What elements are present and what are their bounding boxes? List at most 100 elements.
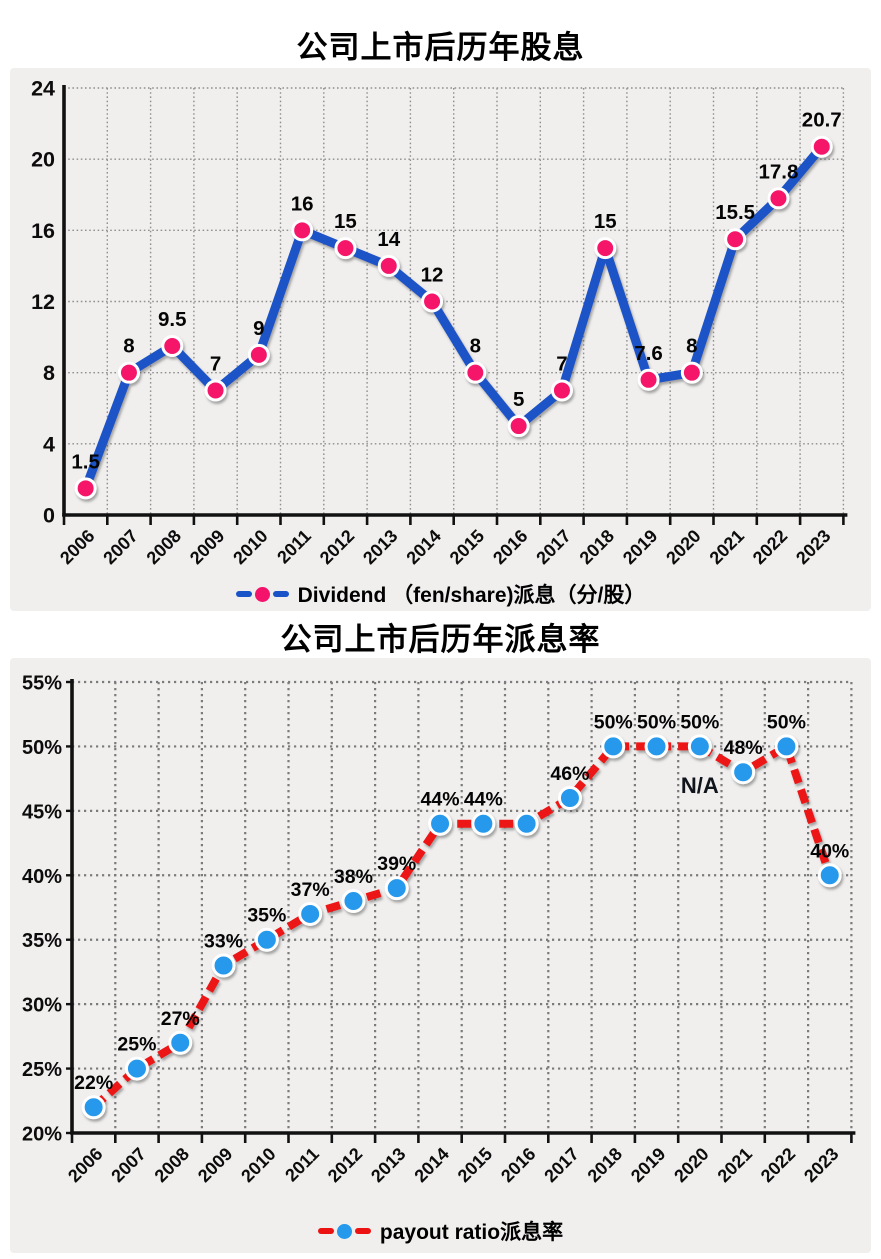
y-axis-label: 20% bbox=[22, 1124, 62, 1146]
x-axis-label: 2014 bbox=[402, 526, 444, 568]
data-point-label: 50% bbox=[637, 711, 676, 733]
data-point-marker bbox=[291, 219, 314, 242]
x-axis-label: 2019 bbox=[627, 1144, 669, 1186]
dividend-chart-title: 公司上市后历年股息 bbox=[296, 30, 585, 65]
x-axis-label: 2016 bbox=[489, 526, 531, 568]
payout-ratio-legend-marker-icon bbox=[317, 1223, 371, 1239]
y-axis-label: 35% bbox=[22, 930, 62, 952]
data-point-label: 22% bbox=[74, 1072, 113, 1094]
data-point-label: 40% bbox=[810, 840, 849, 862]
x-axis-label: 2023 bbox=[800, 1144, 842, 1186]
data-point-label: 8 bbox=[470, 335, 481, 358]
x-axis-label: 2017 bbox=[540, 1144, 582, 1186]
legend-dot-icon bbox=[254, 586, 270, 602]
x-axis-label: 2020 bbox=[670, 1144, 712, 1186]
x-axis-label: 2021 bbox=[706, 526, 748, 568]
y-axis-label: 0 bbox=[43, 504, 55, 528]
data-point-label: 37% bbox=[291, 879, 330, 901]
data-point-label: 33% bbox=[204, 930, 243, 952]
data-point-marker bbox=[514, 811, 539, 836]
data-point-label: 8 bbox=[123, 335, 134, 358]
data-point-label: 44% bbox=[464, 789, 503, 811]
data-series bbox=[74, 135, 833, 500]
x-axis-label: 2015 bbox=[446, 526, 488, 568]
data-point-marker bbox=[168, 1030, 193, 1055]
y-axis-label: 20 bbox=[31, 148, 55, 172]
data-series bbox=[81, 734, 842, 1120]
payout-ratio-chart-title: 公司上市后历年派息率 bbox=[280, 622, 601, 657]
data-point-marker bbox=[298, 901, 323, 926]
x-axis-label: 2013 bbox=[359, 526, 401, 568]
data-point-marker bbox=[507, 415, 530, 438]
data-point-marker bbox=[810, 135, 833, 158]
legend-dash-icon bbox=[354, 1228, 371, 1234]
data-point-label: 7 bbox=[210, 352, 221, 375]
data-point-marker bbox=[161, 334, 184, 357]
dividend-legend-label: Dividend （fen/share)派息（分/股） bbox=[297, 584, 646, 607]
data-point-label: 8 bbox=[686, 335, 697, 358]
x-axis-label: 2014 bbox=[410, 1144, 452, 1186]
x-axis-label: 2020 bbox=[662, 526, 704, 568]
legend-dash-icon bbox=[317, 1228, 334, 1234]
x-axis-label: 2022 bbox=[757, 1144, 799, 1186]
x-axis-label: 2008 bbox=[143, 526, 185, 568]
data-point-label: 9 bbox=[253, 317, 264, 340]
x-axis-label: 2007 bbox=[107, 1144, 149, 1186]
x-axis-label: 2007 bbox=[99, 526, 141, 568]
y-axis-label: 4 bbox=[43, 432, 55, 456]
y-axis-label: 40% bbox=[22, 866, 62, 888]
y-axis-label: 12 bbox=[31, 290, 55, 314]
data-point-label: 9.5 bbox=[158, 308, 187, 331]
data-point-marker bbox=[550, 379, 573, 402]
data-point-label: 35% bbox=[247, 905, 286, 927]
data-point-label: 16 bbox=[291, 192, 314, 215]
data-point-marker bbox=[377, 254, 400, 277]
data-point-marker bbox=[204, 379, 227, 402]
legend-dot-icon bbox=[336, 1223, 352, 1239]
legend-dash-icon bbox=[235, 591, 252, 597]
data-point-marker bbox=[687, 734, 712, 759]
x-axis-label: 2017 bbox=[532, 526, 574, 568]
data-point-marker bbox=[254, 927, 279, 952]
x-axis-label: 2009 bbox=[194, 1144, 236, 1186]
y-axis-label: 50% bbox=[22, 737, 62, 759]
data-point-marker bbox=[724, 228, 747, 251]
y-axis-label: 45% bbox=[22, 801, 62, 823]
payout-ratio-line-chart: 20% 25% 30% 35% 40% 45% 50% 55% 2006 2007 2008 2009… bbox=[22, 673, 856, 1186]
data-point-marker bbox=[680, 361, 703, 384]
data-point-label: 7 bbox=[556, 352, 567, 375]
series-line bbox=[90, 742, 834, 1111]
y-axis-label: 25% bbox=[22, 1059, 62, 1081]
data-point-label: 50% bbox=[767, 711, 806, 733]
y-axis-label: 30% bbox=[22, 995, 62, 1017]
x-axis-label: 2023 bbox=[792, 526, 834, 568]
data-point-marker bbox=[817, 863, 842, 888]
y-axis-label: 8 bbox=[43, 361, 55, 385]
y-axis-label: 55% bbox=[22, 673, 62, 695]
data-point-label: 27% bbox=[161, 1008, 200, 1030]
data-point-marker bbox=[421, 290, 444, 313]
data-point-marker bbox=[81, 1095, 106, 1120]
data-point-label: 7.6 bbox=[634, 342, 663, 365]
y-axis-label: 16 bbox=[31, 219, 55, 243]
x-axis-label: 2021 bbox=[714, 1144, 756, 1186]
data-point-marker bbox=[124, 1056, 149, 1081]
x-axis-label: 2011 bbox=[273, 526, 315, 568]
data-point-marker bbox=[774, 734, 799, 759]
x-axis-label: 2012 bbox=[324, 1144, 366, 1186]
data-point-marker bbox=[637, 368, 660, 391]
data-point-marker bbox=[471, 811, 496, 836]
data-point-label: 25% bbox=[117, 1034, 156, 1056]
data-point-marker bbox=[731, 760, 756, 785]
data-point-label: 15 bbox=[594, 210, 617, 233]
payout-ratio-legend: payout ratio派息率 bbox=[10, 1216, 871, 1246]
data-point-marker bbox=[644, 734, 669, 759]
x-axis-label: 2010 bbox=[229, 526, 271, 568]
data-point-label: 50% bbox=[594, 711, 633, 733]
data-point-marker bbox=[117, 361, 140, 384]
dividend-legend: Dividend （fen/share)派息（分/股） bbox=[10, 579, 871, 609]
x-axis-label: 2022 bbox=[749, 526, 791, 568]
data-point-marker bbox=[384, 876, 409, 901]
